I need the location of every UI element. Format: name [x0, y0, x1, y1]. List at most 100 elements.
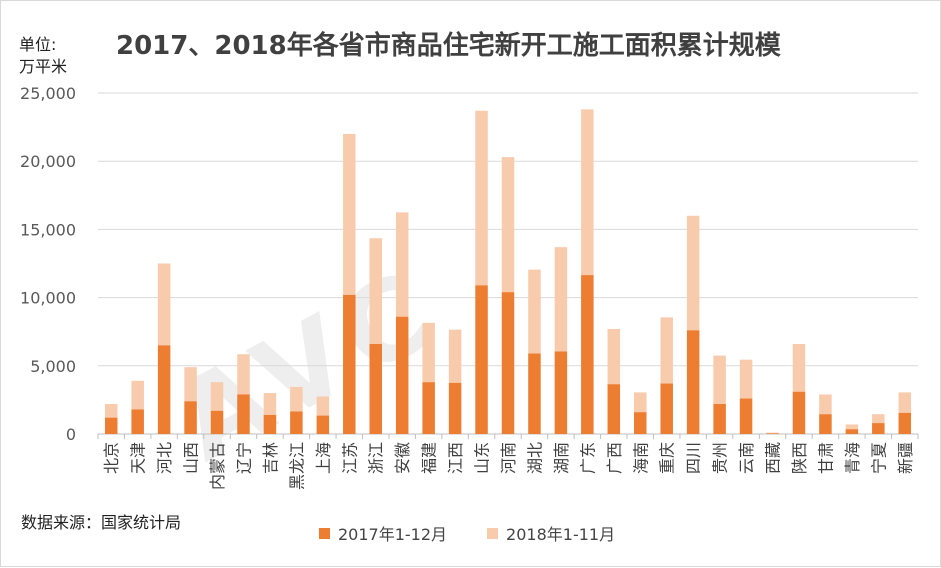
x-tick-label: 四川 — [684, 442, 703, 474]
bar-2018 — [845, 424, 859, 430]
x-tick-label: 西藏 — [764, 442, 783, 474]
bar-2018 — [448, 329, 462, 383]
bar-2018 — [581, 109, 594, 276]
x-tick-label: 陕西 — [790, 442, 809, 474]
x-tick-label: 重庆 — [658, 442, 677, 474]
bar-2018 — [104, 403, 118, 418]
x-tick-label: 新疆 — [896, 442, 915, 474]
bar-2017 — [898, 412, 912, 434]
bar-2017 — [157, 345, 171, 434]
x-tick-label: 湖北 — [525, 442, 544, 474]
x-tick-label: 贵州 — [711, 442, 730, 474]
x-tick-label: 福建 — [420, 442, 439, 474]
data-source-note: 数据来源：国家统计局 — [21, 513, 182, 532]
bar-2017 — [554, 351, 568, 434]
bar-2017 — [528, 353, 541, 434]
x-tick-label: 江西 — [446, 442, 465, 474]
x-tick-label: 上海 — [314, 442, 333, 474]
bar-2018 — [713, 355, 726, 404]
bar-2017 — [290, 411, 303, 434]
legend-item-2017: 2017年1-12月 — [319, 521, 447, 545]
unit-label-line1: 单位: — [19, 35, 57, 54]
bar-2018 — [237, 354, 250, 395]
bar-2018 — [898, 392, 912, 413]
x-tick-label: 内蒙古 — [208, 442, 227, 490]
bar-2018 — [660, 317, 673, 384]
x-tick-label: 安徽 — [393, 442, 412, 474]
x-tick-label: 宁夏 — [869, 442, 888, 474]
x-tick-label: 江苏 — [340, 442, 359, 474]
bar-2017 — [131, 409, 144, 434]
legend-label-2017: 2017年1-12月 — [338, 525, 448, 544]
bar-2017 — [792, 391, 806, 434]
x-tick-label: 山西 — [182, 442, 201, 474]
bar-2017 — [501, 292, 515, 434]
bar-2017 — [184, 401, 197, 434]
bar-2018 — [739, 359, 753, 399]
bar-2017 — [395, 316, 409, 434]
bar-2018 — [369, 238, 382, 344]
bar-2017 — [475, 285, 488, 434]
bar-2018 — [607, 328, 621, 385]
bar-2018 — [792, 343, 806, 392]
x-tick-label: 广西 — [605, 442, 624, 474]
y-tick-label: 10,000 — [20, 289, 76, 308]
unit-label-line2: 万平米 — [19, 57, 68, 76]
bar-2017 — [237, 394, 250, 434]
bar-2018 — [475, 110, 488, 286]
bar-2017 — [766, 433, 779, 434]
x-tick-label: 吉林 — [261, 442, 280, 474]
legend-swatch-2018 — [487, 527, 499, 539]
y-tick-label: 5,000 — [30, 357, 76, 376]
bar-2018 — [634, 392, 647, 413]
bar-2018 — [686, 215, 700, 331]
bar-2017 — [819, 414, 832, 434]
y-tick-label: 20,000 — [20, 152, 76, 171]
bar-2018 — [501, 157, 515, 293]
bar-2017 — [104, 417, 118, 434]
bar-2017 — [369, 343, 382, 434]
x-tick-label: 湖南 — [552, 442, 571, 474]
bar-2018 — [872, 414, 885, 424]
bar-2017 — [845, 429, 859, 434]
bar-2018 — [766, 432, 779, 434]
bar-2018 — [263, 393, 277, 415]
y-tick-label: 15,000 — [20, 220, 76, 239]
x-tick-label: 辽宁 — [234, 442, 253, 474]
chart-legend: 2017年1-12月 2018年1-11月 — [319, 521, 655, 545]
bar-2018 — [210, 382, 224, 411]
legend-item-2018: 2018年1-11月 — [487, 521, 615, 545]
bar-2017 — [607, 384, 621, 434]
x-tick-label: 天津 — [129, 442, 148, 474]
x-tick-label: 青海 — [843, 442, 862, 474]
bar-2017 — [448, 382, 462, 434]
legend-swatch-2017 — [319, 527, 330, 539]
bar-2017 — [343, 294, 356, 434]
x-tick-label: 河南 — [499, 442, 518, 474]
bar-2018 — [528, 269, 541, 354]
x-tick-label: 甘肃 — [816, 442, 835, 474]
bar-2018 — [395, 212, 409, 317]
bar-2018 — [184, 367, 197, 402]
bar-2018 — [554, 247, 568, 352]
x-tick-label: 广东 — [578, 442, 597, 474]
y-tick-label: 25,000 — [20, 84, 76, 103]
chart-title: 2017、2018年各省市商品住宅新开工施工面积累计规模 — [116, 31, 781, 61]
x-tick-label: 黑龙江 — [287, 442, 306, 490]
bar-2018 — [157, 263, 171, 346]
bar-2018 — [131, 380, 144, 410]
x-tick-label: 北京 — [102, 442, 121, 474]
bar-2018 — [290, 386, 303, 412]
bar-2017 — [210, 410, 224, 434]
bar-2017 — [872, 423, 885, 434]
x-tick-label: 云南 — [737, 442, 756, 474]
y-tick-label: 0 — [66, 425, 76, 444]
bar-2017 — [739, 398, 753, 434]
bar-2017 — [713, 403, 726, 434]
bar-2018 — [343, 133, 356, 295]
bar-2017 — [660, 383, 673, 434]
bar-2017 — [686, 330, 700, 434]
x-tick-label: 河北 — [155, 442, 174, 474]
